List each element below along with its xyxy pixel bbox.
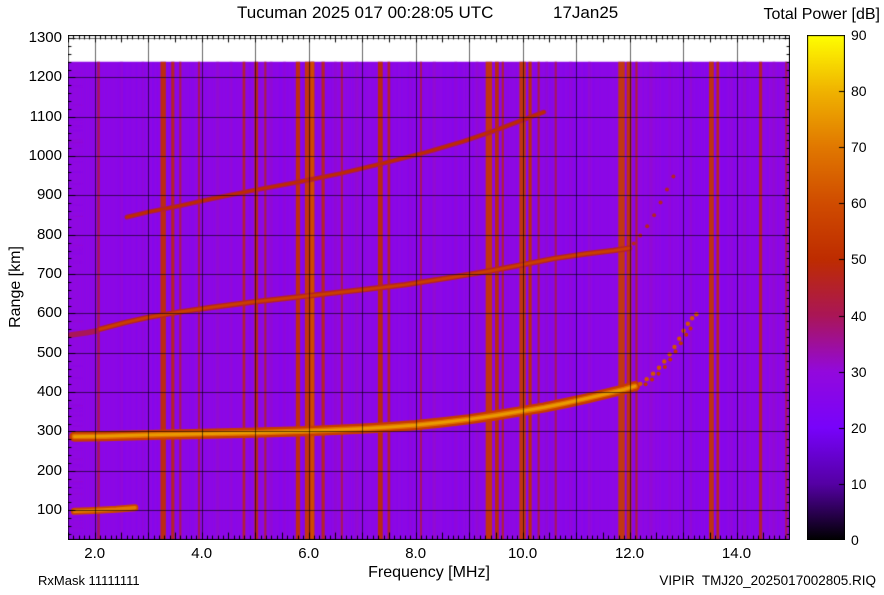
y-tick-label: 900 bbox=[36, 186, 62, 204]
ionogram-canvas bbox=[68, 35, 790, 540]
y-tick-label: 1200 bbox=[28, 68, 62, 86]
x-tick-label: 2.0 bbox=[84, 545, 106, 562]
rx-mask-label: RxMask 11111111 bbox=[38, 573, 140, 588]
y-tick-label: 200 bbox=[36, 461, 62, 479]
y-tick-label: 600 bbox=[36, 304, 62, 322]
colorbar-tick-label: 50 bbox=[851, 251, 867, 268]
colorbar-tick-label: 90 bbox=[851, 27, 867, 43]
colorbar-tick-label: 10 bbox=[851, 475, 867, 492]
plot-title: Tucuman 2025 017 00:28:05 UTC bbox=[237, 3, 494, 22]
colorbar-tick-label: 30 bbox=[851, 363, 867, 380]
y-tick-label: 700 bbox=[36, 265, 62, 283]
y-tick-label: 100 bbox=[36, 501, 62, 519]
colorbar-tick-label: 20 bbox=[851, 419, 867, 436]
x-tick-label: 12.0 bbox=[614, 545, 645, 562]
colorbar-tick-label: 40 bbox=[851, 307, 867, 324]
x-tick-label: 8.0 bbox=[405, 545, 427, 562]
colorbar-tick-label: 80 bbox=[851, 83, 867, 100]
x-tick-label: 14.0 bbox=[721, 545, 752, 562]
colorbar-tick-label: 0 bbox=[851, 532, 859, 548]
colorbar-tick-label: 70 bbox=[851, 139, 867, 156]
plot-date: 17Jan25 bbox=[553, 3, 619, 22]
colorbar-tick-label: 60 bbox=[851, 195, 867, 212]
y-tick-label: 1000 bbox=[28, 147, 62, 165]
file-id-label: VIPIR TMJ20_2025017002805.RIQ bbox=[659, 573, 876, 588]
y-tick-label: 1300 bbox=[28, 29, 62, 47]
colorbar-canvas bbox=[807, 35, 845, 540]
y-tick-label: 400 bbox=[36, 383, 62, 401]
x-tick-label: 6.0 bbox=[298, 545, 320, 562]
y-tick-label: 800 bbox=[36, 225, 62, 243]
x-tick-label: 4.0 bbox=[191, 545, 213, 562]
y-tick-label: 300 bbox=[36, 422, 62, 440]
x-axis-title: Frequency [MHz] bbox=[368, 564, 490, 581]
y-tick-label: 1100 bbox=[29, 107, 62, 125]
x-tick-label: 10.0 bbox=[507, 545, 538, 562]
y-tick-label: 500 bbox=[36, 343, 62, 361]
colorbar-title: Total Power [dB] bbox=[763, 6, 881, 23]
